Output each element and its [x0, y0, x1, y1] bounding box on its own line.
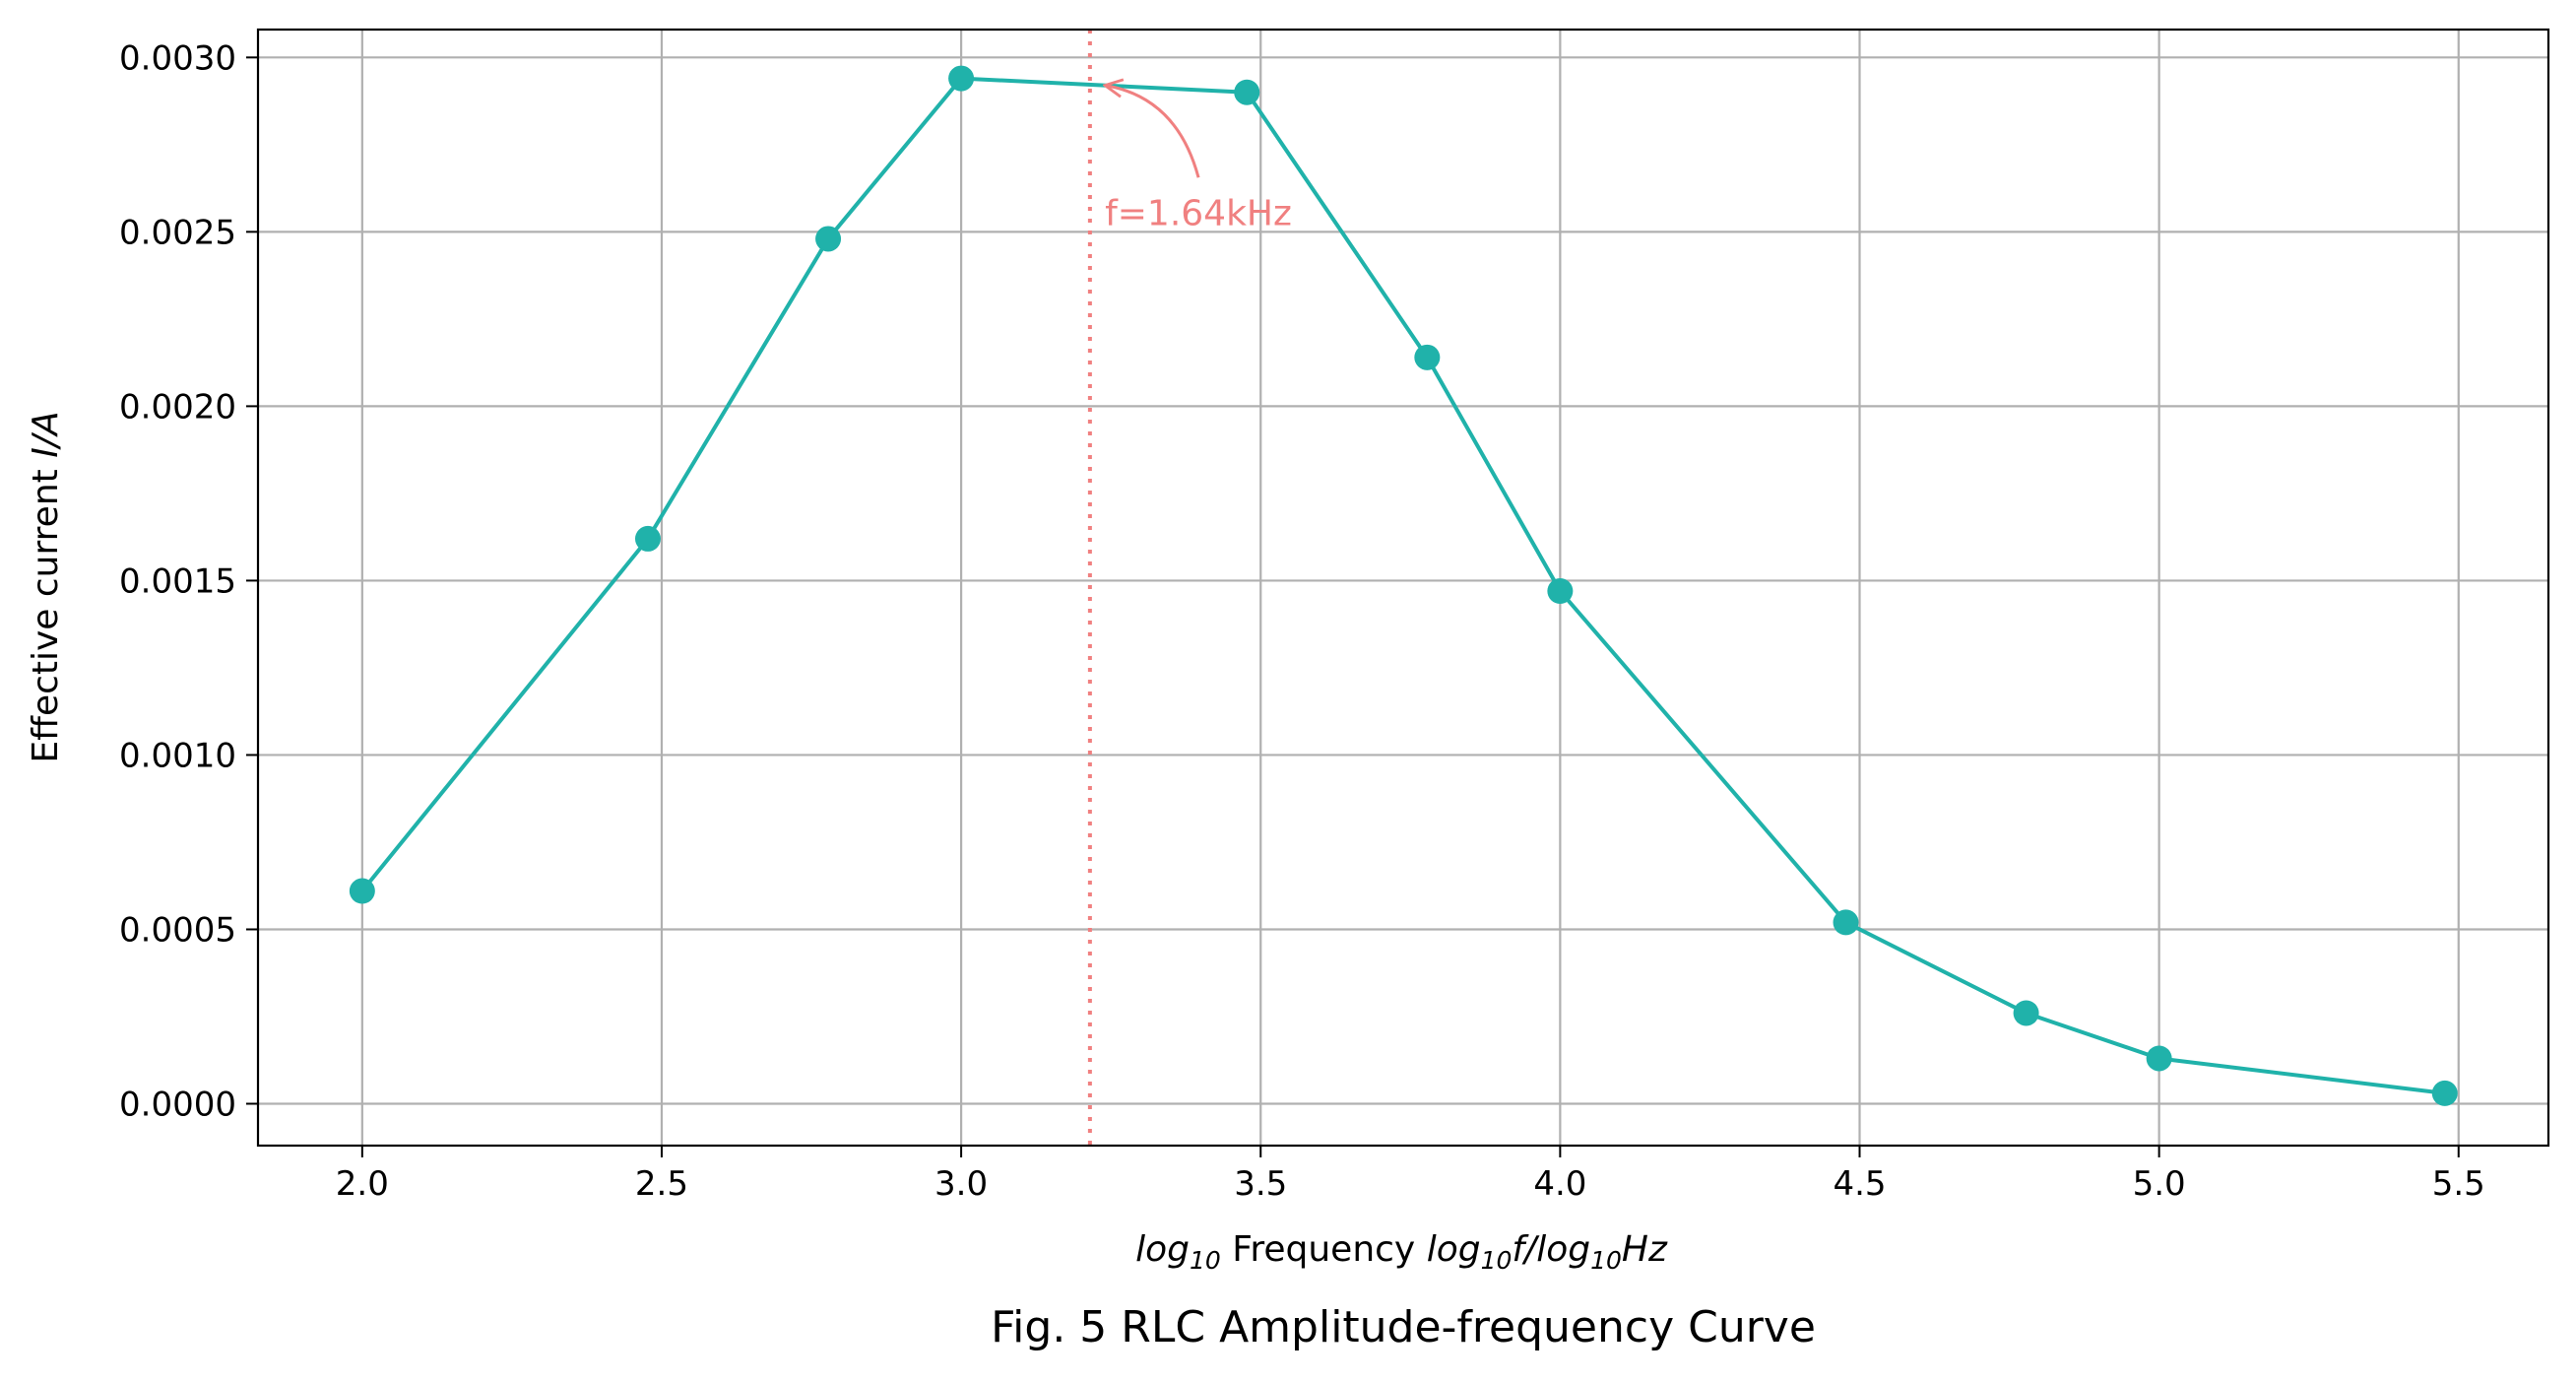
x-axis-ticks: 2.0 2.5 3.0 3.5 4.0 4.5 5.0 5.5 — [336, 1146, 2485, 1204]
x-label-hz-unit: Hz — [1622, 1229, 1668, 1270]
y-tick-label: 0.0025 — [119, 213, 236, 252]
x-axis-label: log10 Frequency log10f/log10Hz — [1135, 1229, 1668, 1275]
x-label-hz-sub: 10 — [1590, 1246, 1622, 1275]
x-label-slash: / — [1521, 1229, 1540, 1270]
y-tick-label: 0.0030 — [119, 38, 236, 78]
annotation-arrow — [1105, 86, 1200, 178]
data-point — [1547, 578, 1574, 605]
series-layer — [349, 65, 2458, 1106]
x-label-hz-log: log — [1536, 1229, 1590, 1270]
y-axis-ticks: 0.0000 0.0005 0.0010 0.0015 0.0020 0.0025 0.00… — [119, 38, 258, 1125]
y-tick-label: 0.0000 — [119, 1086, 236, 1125]
plot-area-frame — [256, 28, 2550, 1148]
data-point — [1833, 909, 1859, 936]
data-point — [948, 65, 975, 92]
y-tick-label: 0.0005 — [119, 910, 236, 950]
x-tick-label: 5.5 — [2432, 1164, 2485, 1204]
x-tick-label: 3.0 — [934, 1164, 988, 1204]
data-point — [2146, 1045, 2172, 1072]
x-label-f-sub: 10 — [1481, 1246, 1513, 1275]
figure-caption: Fig. 5 RLC Amplitude-frequency Curve — [991, 1302, 1816, 1352]
y-label-var: I — [26, 447, 66, 458]
x-label-sub: 10 — [1190, 1246, 1221, 1275]
grid — [258, 30, 2548, 1146]
annotation-layer: f=1.64kHz — [1105, 86, 1292, 233]
data-point — [1414, 344, 1441, 370]
series-line — [360, 76, 2446, 1095]
data-point — [1234, 79, 1260, 105]
annotation-label: f=1.64kHz — [1105, 193, 1292, 233]
x-tick-label: 4.0 — [1533, 1164, 1586, 1204]
x-label-log: log — [1135, 1229, 1190, 1270]
x-tick-label: 5.0 — [2133, 1164, 2186, 1204]
data-point — [2013, 1000, 2039, 1026]
y-tick-label: 0.0015 — [119, 561, 236, 601]
y-label-unit: A — [26, 411, 66, 437]
data-point — [815, 226, 842, 252]
data-point — [349, 878, 375, 904]
x-tick-label: 3.5 — [1234, 1164, 1287, 1204]
data-point — [634, 525, 661, 552]
y-tick-label: 0.0010 — [119, 736, 236, 775]
y-tick-label: 0.0020 — [119, 387, 236, 427]
y-label-slash: / — [26, 431, 66, 450]
x-tick-label: 4.5 — [1833, 1164, 1886, 1204]
y-label-text: Effective current — [26, 458, 66, 763]
y-axis-label: Effective current I/A — [26, 411, 66, 762]
x-tick-label: 2.0 — [336, 1164, 389, 1204]
x-tick-label: 2.5 — [635, 1164, 688, 1204]
x-label-word: Frequency — [1221, 1229, 1427, 1270]
data-point — [2431, 1080, 2458, 1106]
x-label-f-log: log — [1427, 1229, 1481, 1270]
